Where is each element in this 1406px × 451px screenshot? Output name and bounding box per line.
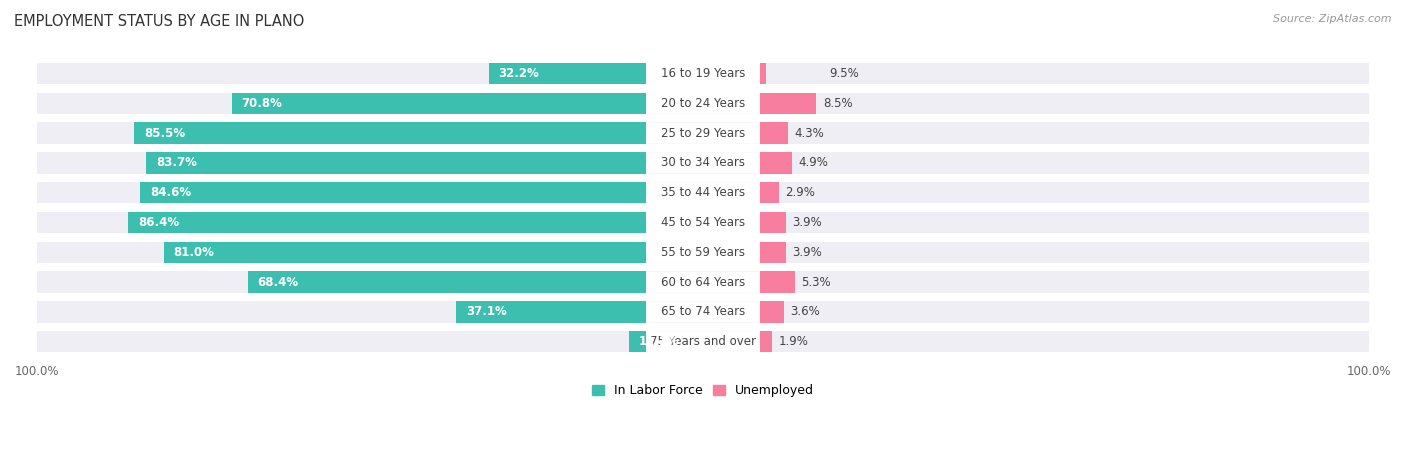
Bar	[247, 272, 647, 293]
Bar	[134, 122, 647, 144]
Bar	[37, 152, 1369, 174]
Text: 25 to 29 Years: 25 to 29 Years	[661, 127, 745, 140]
Bar	[146, 152, 647, 174]
Bar	[759, 182, 779, 203]
Text: 3.9%: 3.9%	[792, 216, 823, 229]
Text: 68.4%: 68.4%	[257, 276, 298, 289]
Text: 45 to 54 Years: 45 to 54 Years	[661, 216, 745, 229]
Bar	[628, 331, 647, 353]
FancyBboxPatch shape	[647, 182, 759, 203]
Text: 85.5%: 85.5%	[143, 127, 186, 140]
Text: 30 to 34 Years: 30 to 34 Years	[661, 156, 745, 170]
FancyBboxPatch shape	[647, 331, 759, 352]
Text: 4.9%: 4.9%	[799, 156, 828, 170]
Text: 1.9%: 1.9%	[779, 335, 808, 348]
Bar	[37, 63, 1369, 84]
Bar	[37, 122, 1369, 144]
Text: 70.8%: 70.8%	[242, 97, 283, 110]
Bar	[759, 92, 815, 114]
FancyBboxPatch shape	[647, 212, 759, 233]
FancyBboxPatch shape	[647, 242, 759, 263]
Text: 86.4%: 86.4%	[138, 216, 179, 229]
Text: 20 to 24 Years: 20 to 24 Years	[661, 97, 745, 110]
Bar	[456, 301, 647, 322]
Bar	[759, 212, 786, 233]
Bar	[759, 122, 789, 144]
Bar	[139, 182, 647, 203]
Bar	[232, 92, 647, 114]
Text: 83.7%: 83.7%	[156, 156, 197, 170]
Text: 32.2%: 32.2%	[499, 67, 540, 80]
Bar	[37, 212, 1369, 233]
Text: 8.5%: 8.5%	[823, 97, 852, 110]
Text: 2.9%: 2.9%	[786, 186, 815, 199]
Text: 81.0%: 81.0%	[174, 246, 215, 259]
Text: Source: ZipAtlas.com: Source: ZipAtlas.com	[1274, 14, 1392, 23]
Bar	[163, 242, 647, 263]
Text: 9.5%: 9.5%	[830, 67, 859, 80]
Bar	[128, 212, 647, 233]
Text: 75 Years and over: 75 Years and over	[650, 335, 756, 348]
Bar	[37, 182, 1369, 203]
Bar	[37, 242, 1369, 263]
Bar	[759, 152, 792, 174]
Text: 16 to 19 Years: 16 to 19 Years	[661, 67, 745, 80]
Text: 60 to 64 Years: 60 to 64 Years	[661, 276, 745, 289]
Text: 3.6%: 3.6%	[790, 305, 820, 318]
Bar	[759, 301, 783, 322]
Text: 3.9%: 3.9%	[792, 246, 823, 259]
Bar	[37, 92, 1369, 114]
Text: 84.6%: 84.6%	[150, 186, 191, 199]
Bar	[37, 301, 1369, 322]
Bar	[759, 331, 772, 353]
Bar	[37, 331, 1369, 353]
Text: 35 to 44 Years: 35 to 44 Years	[661, 186, 745, 199]
FancyBboxPatch shape	[647, 123, 759, 144]
FancyBboxPatch shape	[647, 93, 759, 114]
Bar	[489, 63, 647, 84]
Text: 65 to 74 Years: 65 to 74 Years	[661, 305, 745, 318]
Text: 37.1%: 37.1%	[465, 305, 506, 318]
FancyBboxPatch shape	[647, 63, 759, 84]
Text: 55 to 59 Years: 55 to 59 Years	[661, 246, 745, 259]
Bar	[759, 63, 766, 84]
FancyBboxPatch shape	[647, 272, 759, 293]
FancyBboxPatch shape	[647, 301, 759, 322]
Text: EMPLOYMENT STATUS BY AGE IN PLANO: EMPLOYMENT STATUS BY AGE IN PLANO	[14, 14, 305, 28]
Legend: In Labor Force, Unemployed: In Labor Force, Unemployed	[586, 379, 820, 402]
FancyBboxPatch shape	[647, 152, 759, 174]
Bar	[759, 242, 786, 263]
Text: 4.3%: 4.3%	[794, 127, 825, 140]
Bar	[759, 272, 794, 293]
Text: 5.3%: 5.3%	[801, 276, 831, 289]
Bar	[37, 272, 1369, 293]
Text: 11.1%: 11.1%	[640, 335, 681, 348]
